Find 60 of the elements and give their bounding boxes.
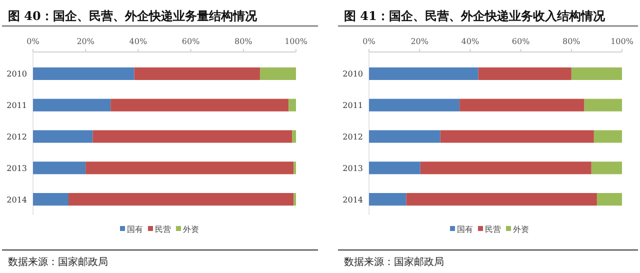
bar [86,162,294,174]
y-tick-label: 2013 [342,164,363,173]
bar [369,162,420,174]
legend-label: 国有 [457,225,473,234]
bar [260,67,296,80]
legend-label: 外资 [513,225,529,234]
bar [288,98,296,112]
bar [33,67,134,80]
x-tick-label: 100% [284,37,308,46]
x-tick-label: 40% [461,37,480,46]
y-tick-label: 2010 [342,70,363,79]
bar [33,162,86,174]
bar [92,130,292,143]
x-tick-label: 20% [76,37,95,46]
legend-label: 民营 [485,225,501,234]
chart-title: 图 41：国企、民营、外企快递业务收入结构情况 [344,9,606,23]
source-note: 数据来源：国家邮政局 [344,256,444,268]
bar [571,67,622,80]
y-tick-label: 2011 [342,101,363,110]
bar [369,67,478,80]
x-tick-label: 0% [26,37,40,46]
bar [33,130,93,143]
legend-label: 民营 [155,225,171,234]
x-tick-label: 80% [562,37,581,46]
bar [33,98,111,112]
bar [369,130,440,143]
chart-title: 图 40：国企、民营、外企快递业务量结构情况 [8,9,258,23]
bar [406,193,597,206]
bar [478,67,572,80]
bar [110,98,289,112]
bar [584,98,622,112]
x-tick-label: 60% [182,37,200,46]
bar [134,67,260,80]
y-tick-label: 2012 [6,132,27,142]
legend-label: 国有 [127,225,143,234]
bar [591,162,622,174]
x-tick-label: 60% [512,37,530,46]
bar [68,193,294,206]
x-tick-label: 0% [362,37,376,46]
y-tick-label: 2014 [6,195,27,204]
bar [596,193,622,206]
y-tick-label: 2012 [342,132,363,142]
x-tick-label: 40% [129,37,148,46]
y-tick-label: 2013 [6,164,27,173]
y-tick-label: 2014 [342,195,363,204]
bar [33,193,69,206]
bar [369,98,460,112]
legend-label: 外资 [183,225,199,234]
y-tick-label: 2011 [6,101,27,110]
bar [440,130,594,143]
x-tick-label: 80% [234,37,253,46]
bar [369,193,406,206]
bar [594,130,622,143]
bar [420,162,592,174]
bar [292,130,296,143]
x-tick-label: 20% [410,37,429,46]
y-tick-label: 2010 [6,70,27,79]
x-tick-label: 100% [610,37,634,46]
bar [460,98,584,112]
source-note: 数据来源：国家邮政局 [8,256,108,268]
